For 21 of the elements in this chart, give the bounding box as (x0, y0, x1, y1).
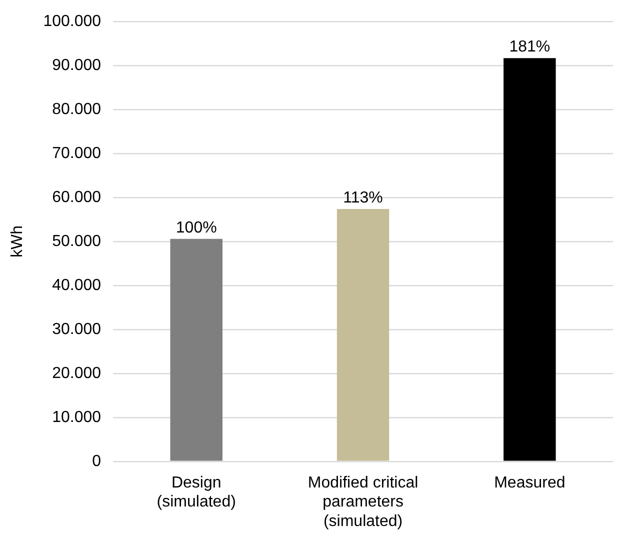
y-tick-label: 40.000 (52, 276, 102, 294)
x-tick-label: Measured (494, 474, 566, 492)
y-tick-label: 50.000 (52, 232, 102, 250)
y-tick-label: 30.000 (52, 320, 102, 338)
y-axis-title: kWh (9, 226, 26, 258)
bar (336, 208, 390, 461)
y-tick-label: 20.000 (52, 364, 102, 382)
y-tick-label: 100.000 (43, 13, 102, 30)
y-tick-label: 0 (92, 452, 102, 470)
x-tick-label: Design (simulated) (156, 474, 236, 511)
x-tick-label: Modified critical parameters (simulated) (308, 474, 418, 530)
annotation: 181% (509, 38, 550, 56)
y-tick-label: 60.000 (52, 188, 102, 206)
bar (504, 58, 556, 461)
y-tick-label: 70.000 (52, 144, 102, 162)
annotation: 113% (343, 189, 383, 206)
y-tick-label: 10.000 (52, 408, 102, 426)
annotation: 100% (176, 219, 217, 236)
y-tick-label: 80.000 (52, 100, 102, 118)
bar (170, 238, 222, 461)
y-tick-label: 90.000 (52, 56, 102, 74)
